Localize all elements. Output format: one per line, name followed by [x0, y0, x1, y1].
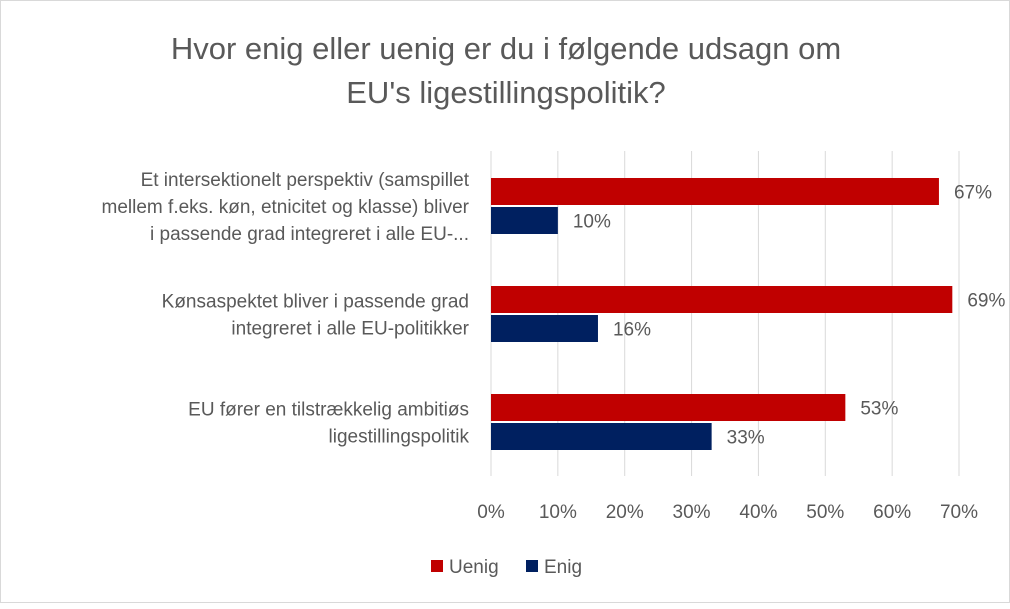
legend-swatch-enig [526, 560, 538, 572]
chart-title: Hvor enig eller uenig er du i følgende u… [171, 31, 841, 66]
chart-title: EU's ligestillingspolitik? [346, 75, 666, 110]
x-tick-label: 30% [673, 502, 711, 523]
data-label: 53% [860, 399, 898, 420]
bar-enig [491, 423, 712, 450]
category-label: i passende grad integreret i alle EU-... [150, 224, 469, 245]
bar-uenig [491, 286, 953, 313]
x-tick-label: 0% [477, 502, 505, 523]
x-tick-label: 40% [739, 502, 777, 523]
data-label: 10% [573, 212, 611, 233]
x-tick-label: 70% [940, 502, 978, 523]
category-label: mellem f.eks. køn, etnicitet og klasse) … [102, 197, 470, 218]
legend-label: Uenig [449, 557, 499, 578]
bar-enig [491, 207, 558, 234]
legend-label: Enig [544, 557, 582, 578]
category-label: EU fører en tilstrækkelig ambitiøs [188, 400, 469, 421]
data-label: 67% [954, 183, 992, 204]
data-label: 69% [967, 291, 1005, 312]
x-tick-label: 10% [539, 502, 577, 523]
data-label: 16% [613, 320, 651, 341]
x-tick-label: 60% [873, 502, 911, 523]
category-label: Kønsaspektet bliver i passende grad [162, 292, 469, 313]
category-label: Et intersektionelt perspektiv (samspille… [141, 170, 470, 191]
bar-uenig [491, 394, 846, 421]
x-tick-label: 50% [806, 502, 844, 523]
x-tick-label: 20% [606, 502, 644, 523]
legend-swatch-uenig [431, 560, 443, 572]
category-label: ligestillingspolitik [329, 427, 470, 448]
bar-uenig [491, 178, 939, 205]
bar-enig [491, 315, 598, 342]
category-label: integreret i alle EU-politikker [231, 319, 469, 340]
data-label: 33% [727, 428, 765, 449]
